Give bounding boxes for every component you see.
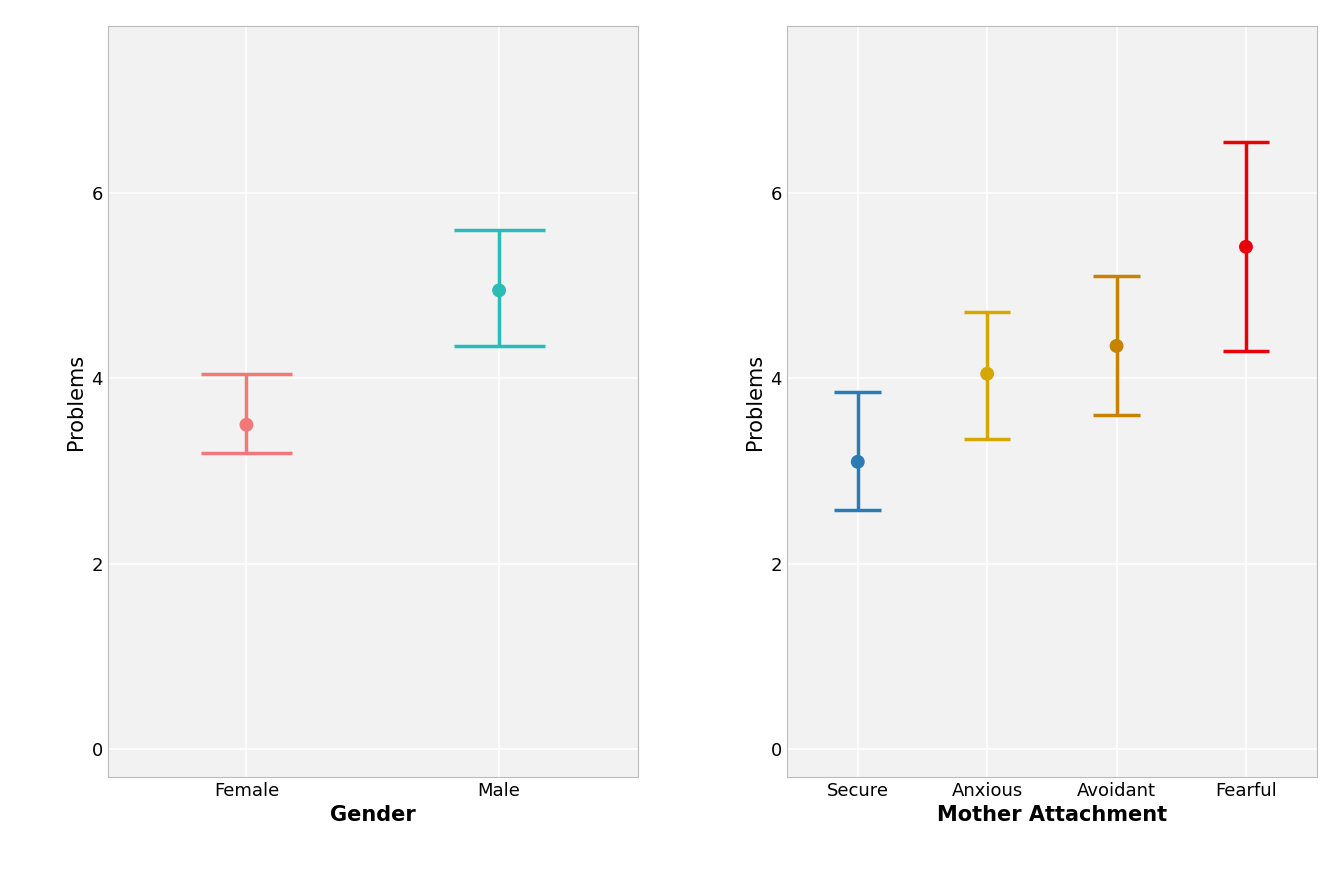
Point xyxy=(1106,339,1128,353)
Point xyxy=(976,367,997,381)
Point xyxy=(488,284,509,298)
Point xyxy=(847,455,868,469)
Point xyxy=(235,418,257,432)
X-axis label: Gender: Gender xyxy=(329,806,415,825)
Y-axis label: Problems: Problems xyxy=(66,354,86,450)
Y-axis label: Problems: Problems xyxy=(745,354,765,450)
Point xyxy=(1235,240,1257,254)
X-axis label: Mother Attachment: Mother Attachment xyxy=(937,806,1167,825)
